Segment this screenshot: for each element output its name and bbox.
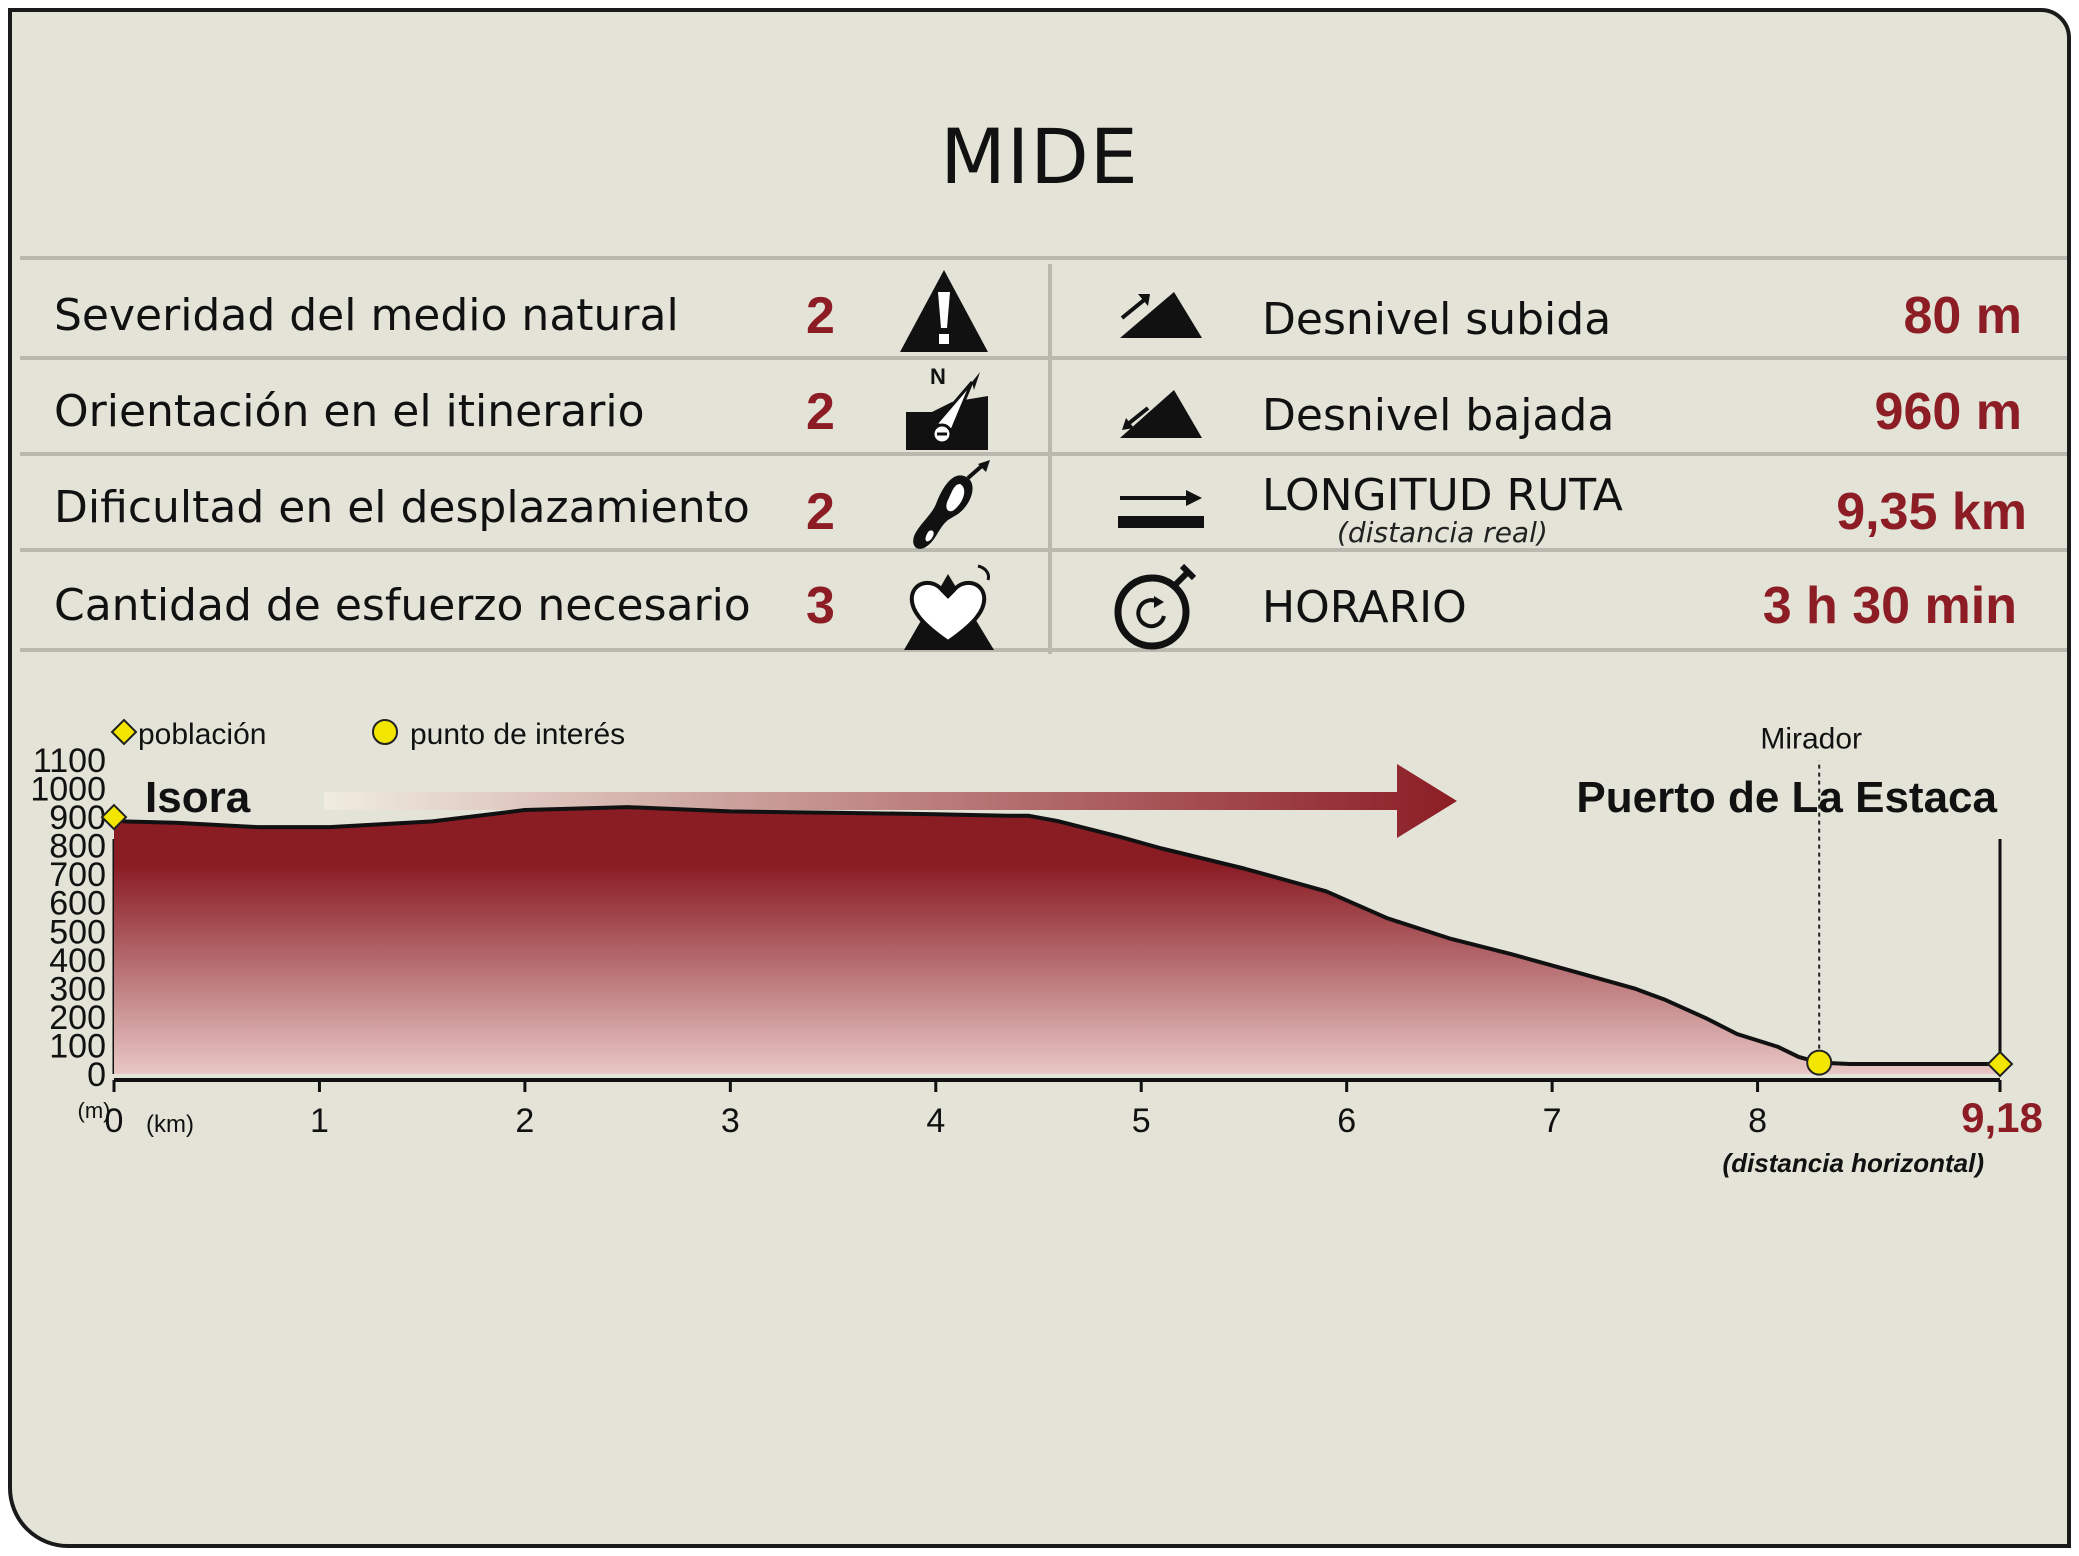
compass-orientation-icon: N [906,364,988,450]
y-tick-label: 1000 [30,771,106,809]
y-tick-label: 0 [87,1056,106,1094]
divider [20,452,2067,456]
legend-label-poblacion: población [138,718,266,751]
divider [20,648,2067,652]
stat-value-time: 3 h 30 min [1762,577,2017,635]
y-unit-label: (m) [78,1098,111,1123]
divider [20,356,2067,360]
descent-slope-icon [1120,390,1202,438]
elevation-area [114,807,2000,1074]
route-end-label: Puerto de La Estaca [1576,773,1997,822]
x-tick-label: 5 [1132,1102,1151,1140]
y-tick-label: 600 [49,885,106,923]
stat-sublabel-length: (distancia real) [1337,516,1548,549]
stat-label-length: LONGITUD RUTA [1262,470,1623,521]
mirador-label: Mirador [1760,723,1862,756]
poblacion-marker [100,803,128,831]
x-tick-label: 8 [1748,1102,1767,1140]
divider [20,256,2067,260]
mide-value-esfuerzo: 3 [806,577,835,635]
stat-label-descent: Desnivel bajada [1262,390,1615,441]
ascent-slope-icon [1120,292,1202,338]
mide-label-orientacion: Orientación en el itinerario [54,386,645,437]
mide-card: MIDE Severidad del medio natural 2 Orien… [8,8,2071,1548]
mide-value-orientacion: 2 [806,383,835,441]
x-tick-label: 1 [310,1102,329,1140]
divider [20,548,2067,552]
x-tick-label: 0 [105,1102,124,1140]
poblacion-marker [1986,1050,2014,1078]
y-tick-label: 100 [49,1027,106,1065]
x-tick-label: 7 [1543,1102,1562,1140]
stat-label-ascent: Desnivel subida [1262,294,1612,345]
boot-sole-icon [913,460,990,549]
warning-triangle-icon [900,270,988,352]
y-tick-label: 800 [49,828,106,866]
mide-label-severidad: Severidad del medio natural [54,290,679,341]
route-start-label: Isora [145,773,251,822]
x-end-label: 9,18 [1961,1094,2043,1141]
legend-circle-icon [372,719,398,745]
y-tick-label: 900 [49,799,106,837]
stat-label-time: HORARIO [1262,582,1467,633]
stopwatch-icon [1114,563,1197,650]
x-tick-label: 4 [926,1102,945,1140]
page-title: MIDE [940,112,1139,201]
mide-value-severidad: 2 [806,287,835,345]
legend-label-punto-interes: punto de interés [410,718,625,751]
y-tick-label: 300 [49,970,106,1008]
punto-interes-marker [1806,1049,1833,1076]
distance-arrow-icon [1118,490,1204,528]
x-tick-label: 6 [1337,1102,1356,1140]
svg-text:N: N [930,364,946,389]
route-direction-arrow [324,764,1457,838]
heart-effort-icon [904,564,994,650]
x-tick-label: 3 [721,1102,740,1140]
y-tick-label: 1100 [33,742,106,780]
y-tick-label: 200 [49,999,106,1037]
column-divider [1048,264,1052,654]
elevation-profile-chart: población punto de interés Isora Puerto de… [30,718,2043,1178]
stat-value-ascent: 80 m [1903,287,2022,345]
y-tick-label: 400 [49,942,106,980]
y-tick-label: 500 [49,913,106,951]
x-note-label: (distancia horizontal) [1723,1148,1984,1178]
stat-value-length: 9,35 km [1836,483,2027,541]
x-unit-label: (km) [146,1111,194,1138]
x-tick-label: 2 [515,1102,534,1140]
y-tick-label: 700 [49,856,106,894]
mide-label-desplazamiento: Dificultad en el desplazamiento [54,482,750,533]
mide-value-desplazamiento: 2 [806,483,835,541]
elevation-line [113,805,2000,1066]
mide-label-esfuerzo: Cantidad de esfuerzo necesario [54,580,751,631]
stat-value-descent: 960 m [1874,383,2022,441]
legend-diamond-icon [110,718,138,746]
